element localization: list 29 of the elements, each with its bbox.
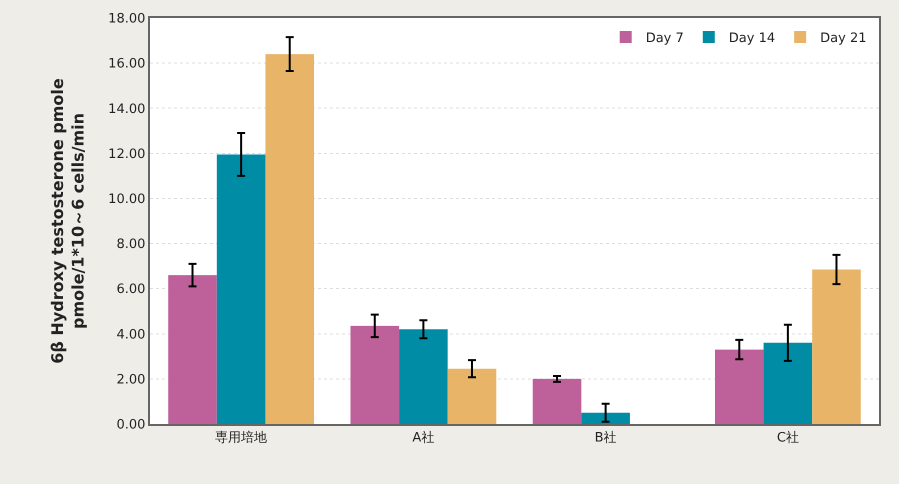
bar: [532, 378, 582, 424]
y-tick-label: 10.00: [108, 192, 146, 207]
y-tick-label: 0.00: [116, 418, 146, 433]
legend-label: Day 21: [820, 31, 867, 46]
y-tick-label: 6.00: [116, 282, 146, 298]
bar: [812, 269, 861, 424]
y-axis-title: 6β Hydroxy testosterone pmole pmole/1*10～6 cells/min: [48, 78, 88, 364]
y-tick-label: 2.00: [116, 372, 146, 388]
x-tick-label: C社: [776, 430, 799, 446]
y-tick-label: 14.00: [108, 102, 146, 117]
bar: [581, 412, 630, 424]
bar: [168, 275, 217, 424]
x-tick-label: B社: [594, 430, 617, 446]
y-tick-label: 12.00: [108, 146, 146, 162]
bar: [399, 329, 448, 424]
bar: [216, 154, 266, 424]
legend-label: Day 7: [646, 31, 684, 46]
y-tick-label: 18.00: [108, 12, 146, 27]
bar: [350, 326, 400, 424]
bar: [714, 350, 764, 424]
legend-label: Day 14: [728, 31, 776, 46]
y-tick-label: 16.00: [108, 56, 146, 72]
bar: [448, 368, 496, 424]
y-tick-label: 4.00: [116, 327, 146, 342]
y-tick-label: 8.00: [116, 237, 146, 252]
x-tick-label: A社: [412, 430, 434, 446]
bar: [265, 54, 314, 424]
bar: [764, 342, 812, 424]
x-tick-label: 専用培地: [215, 430, 268, 446]
